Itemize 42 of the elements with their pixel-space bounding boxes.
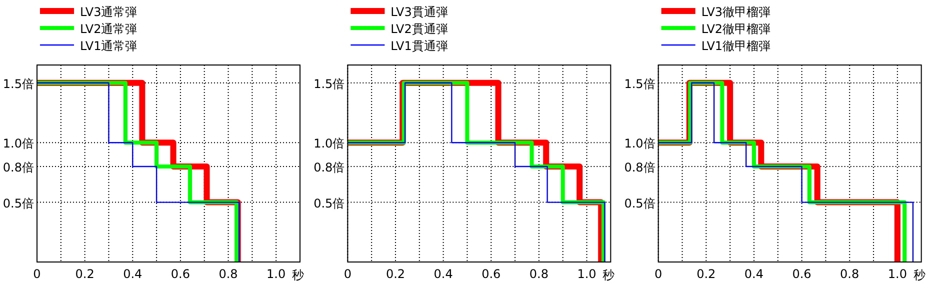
y-tick-label: 0.5倍 [314,196,345,210]
x-tick-label: 0 [344,267,352,281]
x-axis-title: 秒 [292,268,304,282]
y-tick-label: 1.0倍 [2,136,34,151]
x-tick-label: 0.6 [482,267,501,281]
x-tick-label: 0.6 [792,267,812,281]
legend-label: LV2通常弾 [80,22,138,36]
x-tick-label: 0 [33,267,41,281]
legend-label: LV3徹甲榴弾 [701,5,771,19]
legend-label: LV2徹甲榴弾 [701,22,771,36]
legend-label: LV2貫通弾 [390,22,448,36]
x-tick-label: 0.2 [75,267,94,281]
x-tick-label: 1.0 [888,267,907,281]
x-axis-title: 秒 [602,268,615,282]
y-tick-label: 0.5倍 [2,196,34,210]
x-tick-label: 1.0 [266,267,286,281]
legend-label: LV1徹甲榴弾 [701,39,771,53]
x-tick-label: 0.8 [218,267,238,281]
x-tick-label: 0 [654,267,662,281]
legend-label: LV1通常弾 [80,39,138,53]
x-axis-title: 秒 [913,268,926,282]
x-tick-label: 0.2 [696,267,716,281]
legend-label: LV1貫通弾 [390,39,448,53]
y-tick-label: 0.5倍 [624,196,656,210]
legend-label: LV3貫通弾 [390,5,448,19]
x-tick-label: 0.6 [170,267,190,281]
y-tick-label: 1.5倍 [624,76,656,91]
x-tick-label: 0.8 [840,267,860,281]
y-tick-label: 1.5倍 [2,76,34,91]
x-tick-label: 1.0 [577,267,596,281]
x-tick-label: 0.4 [744,267,764,281]
x-tick-label: 0.4 [434,267,453,281]
y-tick-label: 1.0倍 [314,136,345,151]
y-tick-label: 1.5倍 [314,76,345,91]
legend-label: LV3通常弾 [80,5,138,19]
y-tick-label: 1.0倍 [624,136,656,151]
x-tick-label: 0.8 [529,267,548,281]
x-tick-label: 0.2 [386,267,406,281]
y-tick-label: 0.8倍 [314,160,345,174]
y-tick-label: 0.8倍 [624,160,656,174]
x-tick-label: 0.4 [123,267,142,281]
y-tick-label: 0.8倍 [2,160,34,174]
